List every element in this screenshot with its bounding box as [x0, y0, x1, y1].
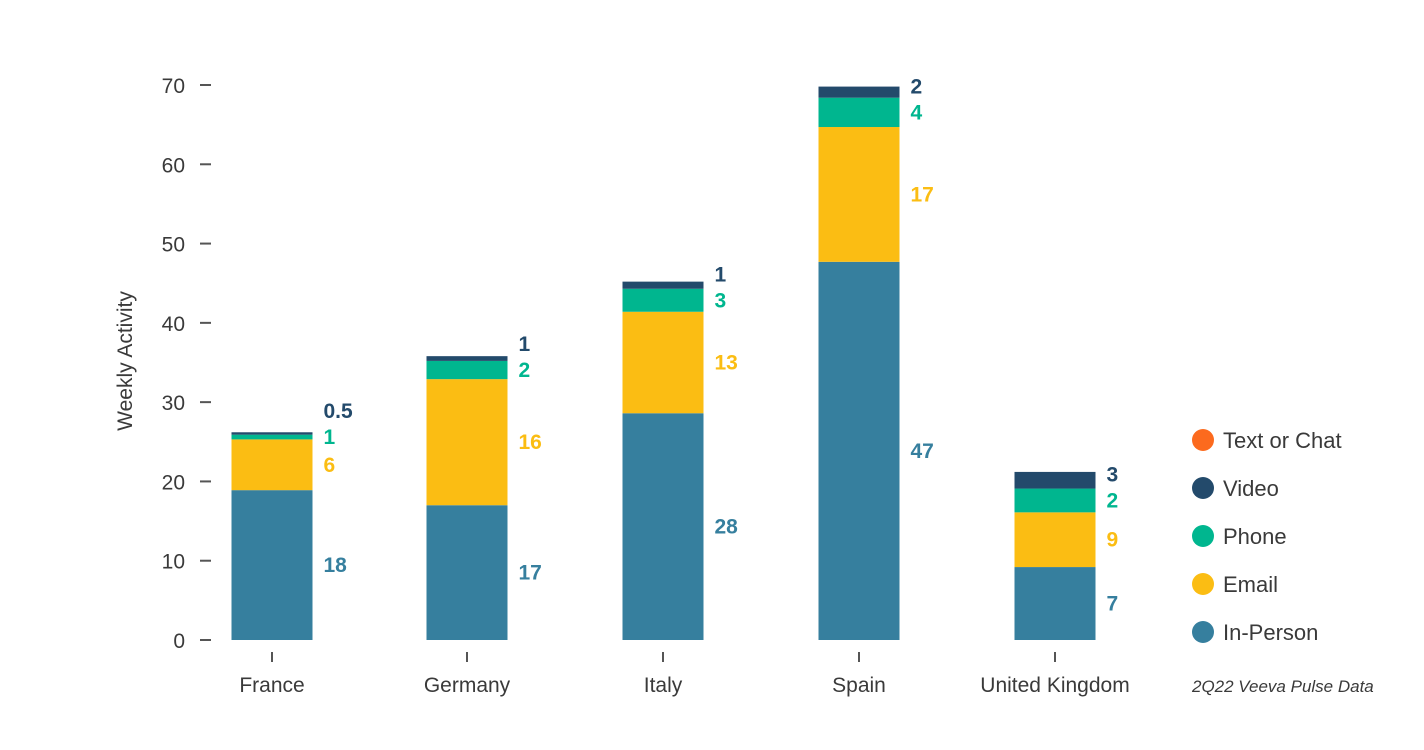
bar-segment	[231, 432, 313, 435]
y-tick-label: 70	[162, 75, 185, 98]
value-labels: 18 6 1 0.5 17 16 2 1 28 13 3 1 47 17 4 2 7 9 2 3	[324, 75, 1119, 615]
bar-segment	[1014, 512, 1096, 568]
y-tick-label: 20	[162, 471, 185, 494]
bar-segment	[818, 97, 900, 128]
x-tick-label: France	[239, 674, 304, 697]
x-tick-label: Spain	[832, 674, 886, 697]
bar-segment	[818, 86, 900, 98]
x-tick-label: United Kingdom	[980, 674, 1129, 697]
bar-segment	[622, 311, 704, 414]
data-label: 18	[324, 554, 348, 577]
bar-segment	[426, 360, 508, 380]
data-label: 3	[715, 289, 727, 312]
y-axis: 0 10 20 30 40 50 60 70	[162, 75, 211, 653]
bar-segment	[426, 379, 508, 506]
y-tick-label: 30	[162, 392, 185, 415]
bar-segment	[1014, 567, 1096, 640]
bar-segment	[1014, 471, 1096, 489]
bar-segment	[622, 288, 704, 312]
data-label: 9	[1107, 529, 1119, 552]
bar-segment	[426, 356, 508, 361]
data-label: 2	[1107, 489, 1119, 512]
legend-swatch	[1192, 525, 1214, 547]
legend-swatch	[1192, 621, 1214, 643]
bar-segment	[818, 261, 900, 640]
legend-label: Phone	[1223, 524, 1287, 549]
data-label: 1	[715, 263, 727, 286]
data-label: 47	[911, 440, 934, 463]
data-label: 1	[519, 333, 531, 356]
data-label: 1	[324, 426, 336, 449]
x-axis: France Germany Italy Spain United Kingdom	[239, 652, 1130, 697]
legend-swatch	[1192, 477, 1214, 499]
data-label: 17	[911, 183, 934, 206]
source-note: 2Q22 Veeva Pulse Data	[1191, 677, 1374, 696]
legend-label: Text or Chat	[1223, 428, 1342, 453]
bars	[231, 86, 1096, 640]
legend-swatch	[1192, 573, 1214, 595]
data-label: 17	[519, 562, 542, 585]
bar-segment	[231, 490, 313, 640]
data-label: 4	[911, 101, 923, 124]
data-label: 7	[1107, 593, 1119, 616]
data-label: 3	[1107, 463, 1119, 486]
bar-segment	[818, 127, 900, 262]
y-axis-label: Weekly Activity	[114, 291, 137, 431]
legend: Text or Chat Video Phone Email In-Person	[1192, 428, 1342, 645]
y-tick-label: 10	[162, 551, 185, 574]
legend-swatch	[1192, 429, 1214, 451]
data-label: 16	[519, 431, 542, 454]
bar-segment	[231, 434, 313, 440]
data-label: 2	[519, 359, 531, 382]
y-tick-label: 40	[162, 313, 185, 336]
bar-segment	[622, 413, 704, 640]
y-tick-label: 50	[162, 234, 185, 257]
data-label: 0.5	[324, 400, 354, 423]
x-tick-label: Italy	[644, 674, 683, 697]
data-label: 13	[715, 352, 738, 375]
legend-label: Video	[1223, 476, 1279, 501]
data-label: 2	[911, 75, 923, 98]
bar-segment	[622, 281, 704, 289]
bar-segment	[1014, 488, 1096, 513]
data-label: 6	[324, 454, 336, 477]
x-tick-label: Germany	[424, 674, 511, 697]
y-tick-label: 60	[162, 154, 185, 177]
bar-segment	[231, 439, 313, 491]
legend-label: In-Person	[1223, 620, 1318, 645]
bar-segment	[426, 505, 508, 640]
data-label: 28	[715, 516, 739, 539]
y-tick-label: 0	[173, 630, 185, 653]
legend-label: Email	[1223, 572, 1278, 597]
